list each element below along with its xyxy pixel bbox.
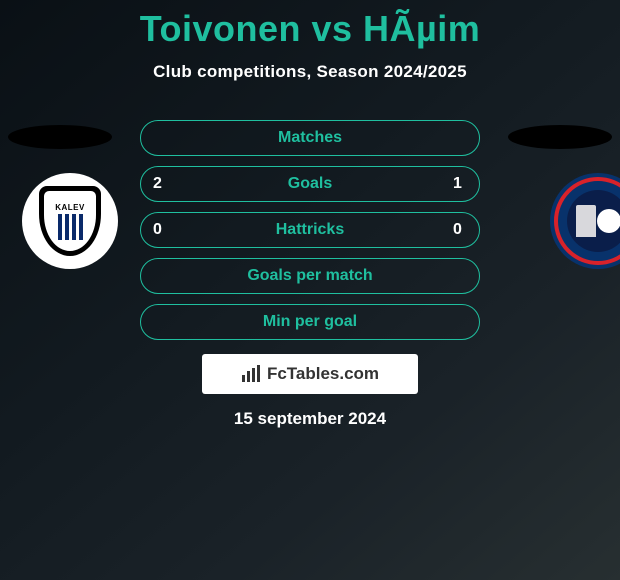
stats-panel: Matches 2 Goals 1 0 Hattricks 0 Goals pe… — [140, 120, 480, 350]
kalev-label: KALEV — [55, 203, 85, 212]
page-subtitle: Club competitions, Season 2024/2025 — [0, 62, 620, 82]
stat-row-goals-per-match: Goals per match — [140, 258, 480, 294]
date-label: 15 september 2024 — [0, 409, 620, 429]
stat-value-right: 1 — [453, 175, 467, 193]
stat-value-right: 0 — [453, 221, 467, 239]
stat-label: Hattricks — [276, 221, 344, 239]
stat-value-left: 2 — [153, 175, 167, 193]
stat-value-left: 0 — [153, 221, 167, 239]
watermark: FcTables.com — [202, 354, 418, 394]
stat-label: Goals per match — [247, 267, 372, 285]
team-badge-right — [550, 173, 620, 269]
stat-row-hattricks: 0 Hattricks 0 — [140, 212, 480, 248]
stat-row-matches: Matches — [140, 120, 480, 156]
kalev-badge-icon: KALEV — [22, 173, 118, 269]
shadow-ellipse-left — [8, 125, 112, 149]
page-title: Toivonen vs HÃµim — [0, 0, 620, 50]
stat-label: Goals — [288, 175, 332, 193]
shadow-ellipse-right — [508, 125, 612, 149]
team-badge-left: KALEV — [22, 173, 118, 269]
stat-row-min-per-goal: Min per goal — [140, 304, 480, 340]
bar-chart-icon — [241, 365, 263, 383]
stat-row-goals: 2 Goals 1 — [140, 166, 480, 202]
stat-label: Matches — [278, 129, 342, 147]
watermark-text: FcTables.com — [267, 364, 379, 384]
stat-label: Min per goal — [263, 313, 357, 331]
paide-badge-icon — [550, 173, 620, 269]
